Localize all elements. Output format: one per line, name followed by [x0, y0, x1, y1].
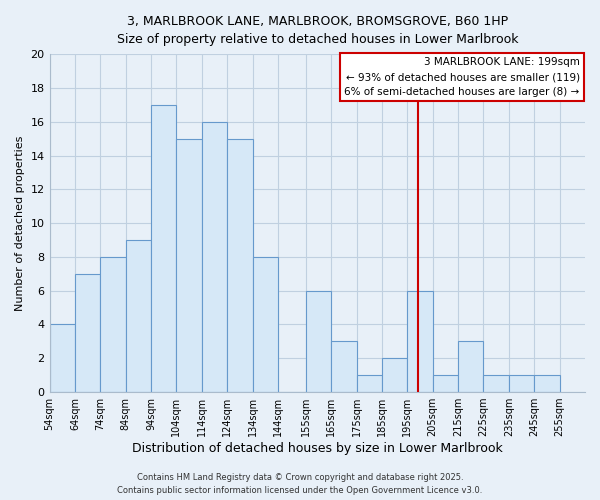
Bar: [534, 375, 560, 392]
Bar: [253, 257, 278, 392]
Bar: [306, 290, 331, 392]
Y-axis label: Number of detached properties: Number of detached properties: [15, 136, 25, 311]
Bar: [458, 342, 484, 392]
Bar: [484, 375, 509, 392]
Bar: [433, 375, 458, 392]
Bar: [50, 324, 75, 392]
Bar: [227, 138, 253, 392]
Text: Contains HM Land Registry data © Crown copyright and database right 2025.
Contai: Contains HM Land Registry data © Crown c…: [118, 474, 482, 495]
Bar: [509, 375, 534, 392]
Bar: [407, 290, 433, 392]
Bar: [356, 375, 382, 392]
Bar: [382, 358, 407, 392]
Bar: [100, 257, 125, 392]
Bar: [125, 240, 151, 392]
Bar: [331, 342, 356, 392]
Bar: [75, 274, 100, 392]
Bar: [176, 138, 202, 392]
Bar: [151, 105, 176, 392]
Bar: [202, 122, 227, 392]
X-axis label: Distribution of detached houses by size in Lower Marlbrook: Distribution of detached houses by size …: [132, 442, 503, 455]
Title: 3, MARLBROOK LANE, MARLBROOK, BROMSGROVE, B60 1HP
Size of property relative to d: 3, MARLBROOK LANE, MARLBROOK, BROMSGROVE…: [116, 15, 518, 46]
Text: 3 MARLBROOK LANE: 199sqm
← 93% of detached houses are smaller (119)
6% of semi-d: 3 MARLBROOK LANE: 199sqm ← 93% of detach…: [344, 58, 580, 97]
